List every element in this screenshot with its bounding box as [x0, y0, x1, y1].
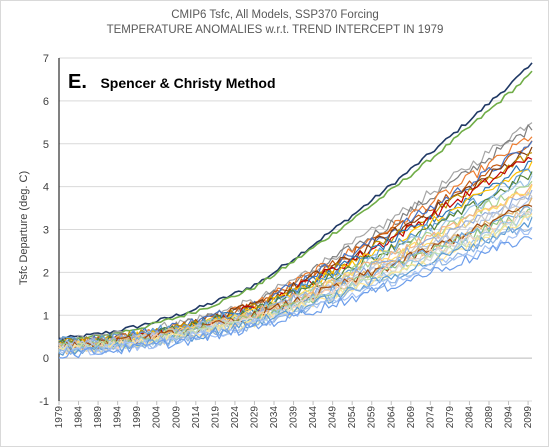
- y-tick-label: 2: [43, 267, 49, 279]
- x-tick-label: 2094: [504, 406, 515, 429]
- x-tick-label: 2039: [289, 406, 300, 429]
- chart-title-line-2: TEMPERATURE ANOMALIES w.r.t. TREND INTER…: [106, 24, 444, 36]
- y-tick-label: 4: [43, 182, 49, 194]
- x-tick-label: 2059: [367, 406, 378, 429]
- y-tick-label: 6: [43, 96, 49, 108]
- axes: [58, 58, 532, 405]
- panel-label: E. Spencer & Christy Method: [68, 71, 276, 93]
- series-line: [58, 206, 533, 354]
- x-tick-label: 2024: [230, 406, 241, 429]
- x-tick-label: 1984: [74, 406, 85, 429]
- x-tick-label: 1979: [54, 406, 65, 429]
- series-line: [58, 168, 533, 346]
- x-tick-label: 2019: [210, 406, 221, 429]
- x-tick-label: 2089: [484, 406, 495, 429]
- panel-letter: E.: [68, 71, 87, 93]
- x-tick-label: 2069: [406, 406, 417, 429]
- series-line: [58, 217, 533, 356]
- series-line: [58, 183, 533, 350]
- series-lines: [58, 62, 533, 359]
- x-tick-label: 2099: [523, 406, 534, 429]
- series-line: [58, 62, 533, 341]
- x-tick-label: 2029: [249, 406, 260, 429]
- x-tick-label: 2004: [152, 406, 163, 429]
- x-tick-label: 2034: [269, 406, 280, 429]
- x-tick-label: 2009: [171, 406, 182, 429]
- panel-method-label: Spencer & Christy Method: [100, 75, 275, 91]
- x-tick-label: 2044: [308, 406, 319, 429]
- x-tick-label: 2079: [445, 406, 456, 429]
- chart-title-line-1: CMIP6 Tsfc, All Models, SSP370 Forcing: [171, 9, 379, 21]
- y-tick-label: 3: [43, 225, 49, 237]
- gridlines: [59, 57, 532, 402]
- series-line: [58, 227, 533, 356]
- series-line: [58, 152, 533, 349]
- x-tick-label: 1994: [113, 406, 124, 429]
- x-tick-label: 2064: [386, 406, 397, 429]
- y-tick-label: 7: [43, 53, 49, 65]
- y-tick-label: 5: [43, 139, 49, 151]
- series-line: [58, 161, 533, 350]
- series-line: [58, 208, 533, 352]
- x-tick-label: 2084: [464, 406, 475, 429]
- x-tick-label: 2054: [347, 406, 358, 429]
- x-tick-label: 2049: [328, 406, 339, 429]
- x-tick-label: 2014: [191, 406, 202, 429]
- tick-labels: -1 0 1 2 3 4 5 6 7 1979 1984 1989 1994 1999 2004 2009 20…: [39, 53, 534, 428]
- x-tick-label: 1999: [132, 406, 143, 429]
- series-line: [58, 204, 533, 352]
- x-tick-label: 1989: [93, 406, 104, 429]
- x-tick-label: 2074: [425, 406, 436, 429]
- y-tick-label: 0: [43, 353, 49, 365]
- y-tick-label: 1: [43, 310, 49, 322]
- series-line: [58, 236, 533, 359]
- y-tick-label: -1: [39, 396, 49, 408]
- series-line: [58, 70, 533, 344]
